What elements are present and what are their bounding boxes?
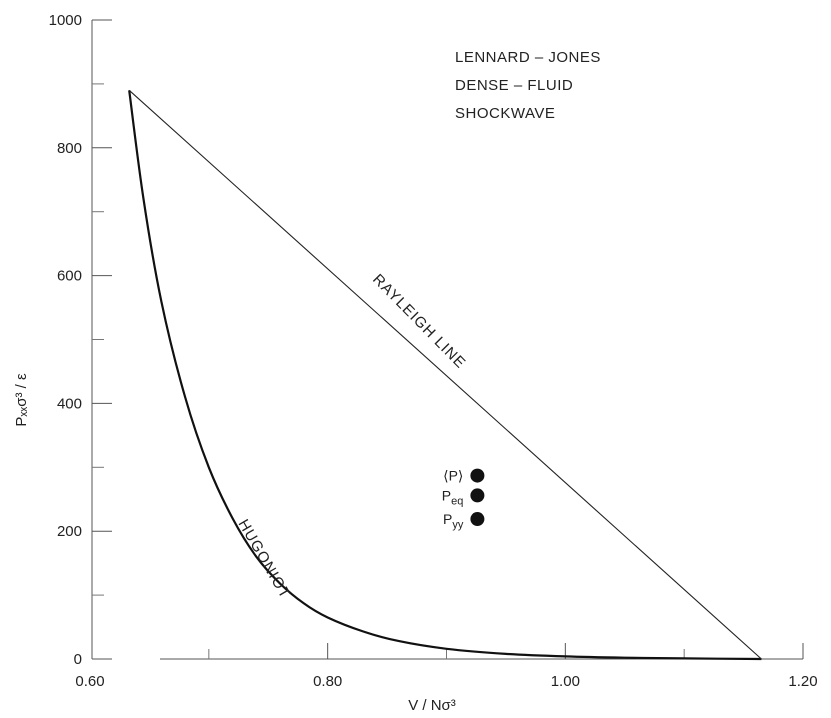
annotation-line-2: DENSE – FLUID — [455, 77, 573, 94]
y-tick-label-3: 600 — [57, 268, 82, 285]
point-label-2: Pyy — [443, 511, 464, 531]
x-tick-label-1: 0.80 — [313, 673, 342, 690]
point-marker-0 — [470, 468, 485, 483]
point-marker-2 — [470, 512, 485, 527]
x-tick-label-3: 1.20 — [788, 673, 817, 690]
y-tick-label-1: 200 — [57, 523, 82, 540]
annotation-line-3: SHOCKWAVE — [455, 105, 555, 122]
y-axis-label: Pₓₓσ³ / ε — [13, 373, 30, 427]
y-tick-label-0: 0 — [74, 651, 82, 668]
curves — [128, 89, 762, 661]
markers: ⟨P⟩ Peq Pyy — [442, 468, 485, 531]
rayleigh-line-label: RAYLEIGH LINE — [369, 271, 469, 372]
ticks: 0 200 400 600 800 1000 0.60 0.80 1.00 1.20 — [49, 12, 818, 690]
y-tick-label-2: 400 — [57, 395, 82, 412]
point-marker-1 — [470, 488, 485, 503]
y-tick-label-4: 800 — [57, 140, 82, 157]
x-axis-label: V / Nσ³ — [408, 697, 456, 714]
annotation-line-1: LENNARD – JONES — [455, 49, 601, 66]
point-label-0: ⟨P⟩ — [443, 468, 463, 484]
point-label-1: Peq — [442, 487, 464, 507]
rayleigh-line — [128, 89, 762, 660]
x-tick-label-0: 0.60 — [75, 673, 104, 690]
chart-annotation: LENNARD – JONES DENSE – FLUID SHOCKWAVE — [455, 49, 606, 122]
hugoniot-label: HUGONIOT — [235, 517, 294, 602]
hugoniot-curve — [128, 90, 762, 661]
x-tick-label-2: 1.00 — [551, 673, 580, 690]
y-tick-label-5: 1000 — [49, 12, 82, 29]
